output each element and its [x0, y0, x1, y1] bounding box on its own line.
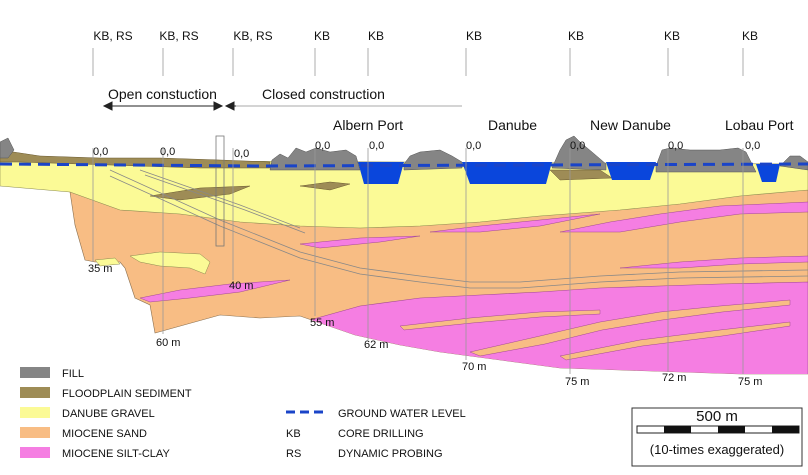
ground-value-1: 0,0 [93, 146, 108, 158]
legend-label-silt-clay: MIOCENE SILT-CLAY [62, 448, 170, 460]
water-bodies [358, 162, 780, 184]
depth-label-8: 72 m [662, 372, 686, 384]
legend-swatch-silt-clay [20, 447, 50, 458]
place-danube: Danube [488, 117, 537, 133]
borehole-label-8: KB [664, 29, 680, 43]
depth-label-9: 75 m [738, 376, 762, 388]
depth-label-3: 60 m [156, 337, 180, 349]
ground-value-7: 0,0 [570, 140, 585, 152]
ground-value-9: 0,0 [745, 140, 760, 152]
construction-arrows [102, 101, 236, 111]
ground-value-5: 0,0 [369, 140, 384, 152]
legend-kb-abbr: KB [286, 428, 301, 440]
ground-value-8: 0,0 [668, 140, 683, 152]
legend-swatch-fill [20, 367, 50, 378]
place-lobau-port: Lobau Port [725, 117, 794, 133]
depth-label-6: 70 m [462, 361, 486, 373]
legend-kb-desc: CORE DRILLING [338, 428, 424, 440]
legend-label-fill: FILL [62, 368, 84, 380]
legend-rs-desc: DYNAMIC PROBING [338, 448, 443, 460]
open-construction-label: Open constuction [108, 86, 217, 102]
borehole-label-7: KB [568, 29, 584, 43]
borehole-label-9: KB [742, 29, 758, 43]
legend-swatch-sand [20, 427, 50, 438]
borehole-label-6: KB [466, 29, 482, 43]
ground-value-3: 0,0 [234, 148, 249, 160]
borehole-label-3: KB, RS [233, 29, 272, 43]
depth-label-5: 62 m [364, 339, 388, 351]
borehole-lines [92, 48, 744, 374]
depth-label-2: 40 m [229, 280, 253, 292]
closed-construction-label: Closed construction [262, 86, 385, 102]
borehole-label-4: KB [314, 29, 330, 43]
legend-rs-abbr: RS [286, 448, 301, 460]
legend-label-floodplain: FLOODPLAIN SEDIMENT [62, 388, 192, 400]
borehole-label-5: KB [368, 29, 384, 43]
place-albern-port: Albern Port [333, 117, 403, 133]
depth-label-7: 75 m [565, 376, 589, 388]
legend-label-sand: MIOCENE SAND [62, 428, 147, 440]
legend-swatch-gravel [20, 407, 50, 418]
scale-bar: 500 m (10-times exaggerated) [631, 407, 803, 467]
depth-label-1: 35 m [88, 263, 112, 275]
ground-value-6: 0,0 [466, 140, 481, 152]
legend-label-ground-water: GROUND WATER LEVEL [338, 408, 466, 420]
ground-value-2: 0,0 [160, 146, 175, 158]
legend-label-gravel: DANUBE GRAVEL [62, 408, 155, 420]
tunnel-alignment [109, 169, 808, 289]
depth-label-4: 55 m [310, 317, 334, 329]
shaft [215, 135, 225, 247]
borehole-label-2: KB, RS [159, 29, 198, 43]
place-new-danube: New Danube [590, 117, 671, 133]
borehole-label-1: KB, RS [93, 29, 132, 43]
legend-swatch-floodplain [20, 387, 50, 398]
scale-note: (10-times exaggerated) [650, 442, 784, 457]
scale-label: 500 m [696, 408, 738, 425]
legend: FILL FLOODPLAIN SEDIMENT DANUBE GRAVEL M… [20, 367, 466, 460]
ground-value-4: 0,0 [315, 140, 330, 152]
ground-water-line [0, 162, 808, 168]
